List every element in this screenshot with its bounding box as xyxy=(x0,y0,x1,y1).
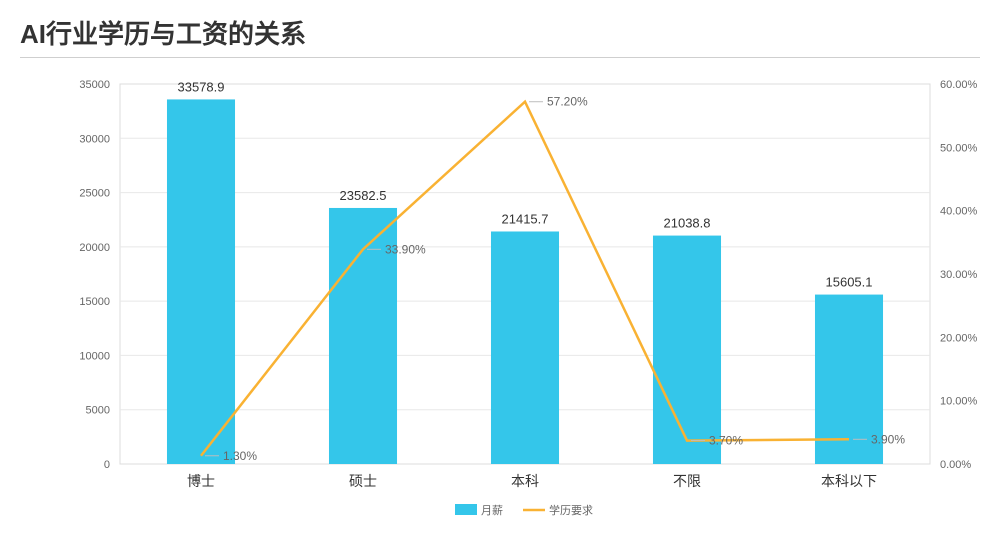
y-left-tick: 35000 xyxy=(79,79,110,91)
line-value-label: 3.90% xyxy=(871,432,905,446)
legend-label: 月薪 xyxy=(481,504,503,517)
category-label: 硕士 xyxy=(349,473,377,489)
bar-value-label: 23582.5 xyxy=(340,188,387,203)
y-right-tick: 60.00% xyxy=(940,79,978,91)
category-label: 本科以下 xyxy=(821,473,877,489)
line-value-label: 33.90% xyxy=(385,242,426,256)
y-left-tick: 30000 xyxy=(79,133,110,145)
chart-container: 0 5000 10000 15000 20000 25000 30000 35000 0.00%… xyxy=(0,64,1000,542)
y-left-tick: 15000 xyxy=(79,296,110,308)
category-label: 博士 xyxy=(187,473,215,489)
y-right-tick: 50.00% xyxy=(940,142,978,154)
page-title: AI行业学历与工资的关系 xyxy=(20,14,980,51)
y-left-tick: 5000 xyxy=(86,405,110,417)
y-left-tick: 10000 xyxy=(79,350,110,362)
title-rule xyxy=(20,57,980,58)
category-label: 不限 xyxy=(673,473,701,489)
y-right-tick: 20.00% xyxy=(940,332,978,344)
bar-value-label: 33578.9 xyxy=(178,79,225,94)
y-right-tick: 0.00% xyxy=(940,459,971,471)
y-left-tick: 0 xyxy=(104,459,110,471)
bar xyxy=(167,99,235,464)
bar xyxy=(491,231,559,464)
line-value-label: 3.70% xyxy=(709,434,743,448)
legend: 月薪 学历要求 xyxy=(455,503,593,517)
category-label: 本科 xyxy=(511,473,539,489)
salary-education-chart: 0 5000 10000 15000 20000 25000 30000 35000 0.00%… xyxy=(0,64,1000,542)
y-right-tick: 40.00% xyxy=(940,206,978,218)
bar xyxy=(653,236,721,464)
y-right-tick: 30.00% xyxy=(940,269,978,281)
bar-value-label: 21415.7 xyxy=(502,211,549,226)
y-left-tick: 20000 xyxy=(79,242,110,254)
legend-label: 学历要求 xyxy=(549,503,593,517)
line-value-label: 1.30% xyxy=(223,449,257,463)
bar-value-label: 21038.8 xyxy=(664,216,711,231)
title-block: AI行业学历与工资的关系 xyxy=(0,0,1000,64)
y-left-tick: 25000 xyxy=(79,188,110,200)
line-value-label: 57.20% xyxy=(547,95,588,109)
y-right-tick: 10.00% xyxy=(940,396,978,408)
legend-swatch-bar xyxy=(455,504,477,515)
bar-value-label: 15605.1 xyxy=(826,275,873,290)
